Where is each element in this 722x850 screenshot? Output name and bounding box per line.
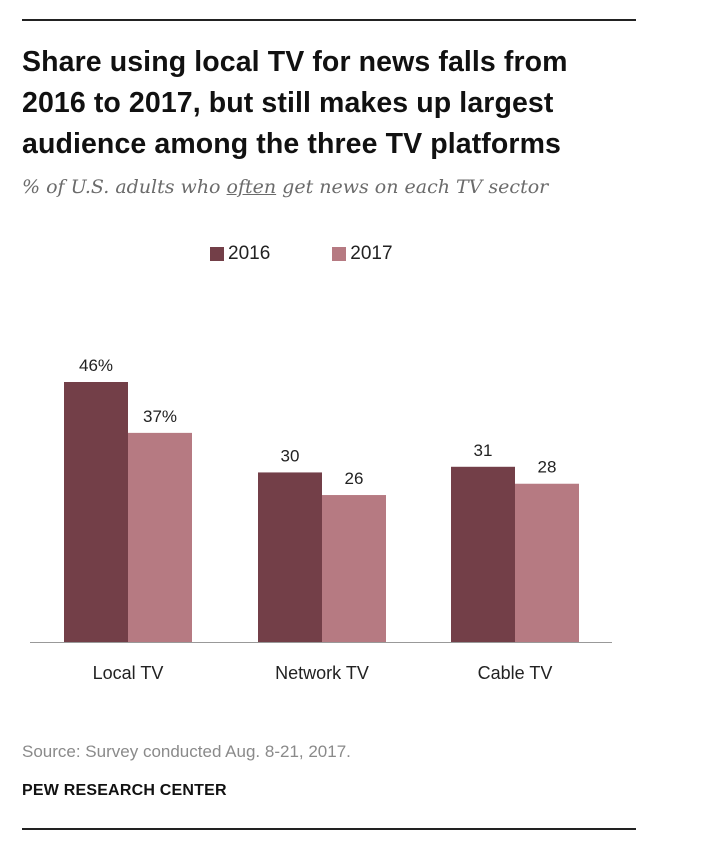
bottom-rule — [22, 828, 636, 830]
subtitle-emphasis: often — [226, 176, 277, 198]
legend-item-2016: 2016 — [210, 243, 270, 265]
top-rule — [22, 19, 636, 21]
x-tick-label-cable-tv: Cable TV — [478, 663, 553, 683]
bar-local-tv-2016 — [64, 382, 128, 642]
subtitle-text-after: get news on each TV sector — [276, 176, 549, 198]
chart-subtitle: % of U.S. adults who often get news on e… — [22, 176, 548, 198]
organization-name: PEW RESEARCH CENTER — [22, 782, 227, 799]
x-tick-label-network-tv: Network TV — [275, 663, 369, 683]
bar-cable-tv-2016 — [451, 466, 515, 642]
title-line-3: audience among the three TV platforms — [22, 128, 561, 160]
data-label-network-tv-2017: 26 — [345, 469, 364, 488]
data-label-cable-tv-2016: 31 — [474, 441, 493, 460]
legend-swatch-2016 — [210, 247, 224, 261]
subtitle-text-before: % of U.S. adults who — [22, 176, 227, 198]
legend-item-2017: 2017 — [332, 243, 393, 265]
bar-network-tv-2016 — [258, 472, 322, 642]
source-note: Source: Survey conducted Aug. 8-21, 2017… — [22, 742, 351, 761]
chart-title: Share using local TV for news falls from… — [22, 42, 662, 165]
bar-cable-tv-2017 — [515, 483, 579, 642]
data-label-network-tv-2016: 30 — [281, 446, 300, 465]
legend-swatch-2017 — [332, 247, 347, 261]
bar-network-tv-2017 — [322, 495, 386, 642]
title-line-1: Share using local TV for news falls from — [22, 46, 568, 78]
title-line-2: 2016 to 2017, but still makes up largest — [22, 87, 554, 119]
chart-legend: 2016 2017 — [210, 243, 455, 265]
data-label-cable-tv-2017: 28 — [538, 458, 557, 477]
x-tick-label-local-tv: Local TV — [93, 663, 164, 683]
legend-label-2016: 2016 — [228, 243, 271, 264]
data-label-local-tv-2017: 37% — [143, 407, 177, 426]
data-label-local-tv-2016: 46% — [79, 356, 113, 375]
legend-label-2017: 2017 — [350, 243, 393, 264]
bar-local-tv-2017 — [128, 432, 192, 642]
bar-chart: 46% 37% Local TV 30 26 Network TV 31 28 Cable TV — [30, 356, 612, 683]
